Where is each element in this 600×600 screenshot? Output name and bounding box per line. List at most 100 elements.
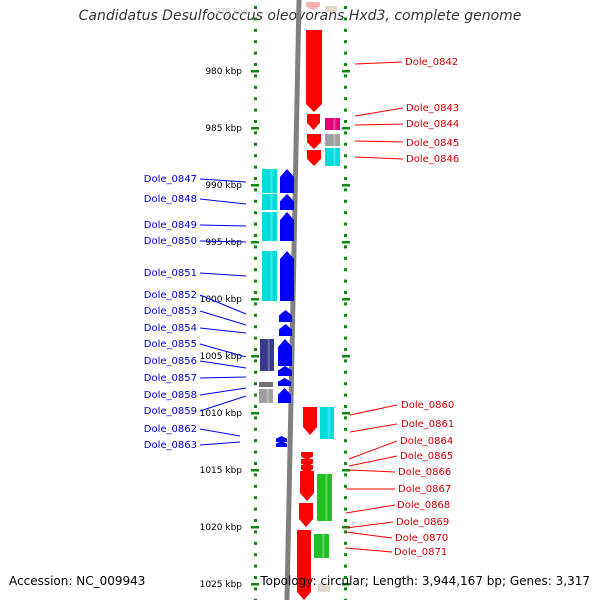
label-leader-red [345, 504, 396, 514]
gene-label-right: Dole_0867 [398, 484, 451, 495]
ring-dot-right [344, 17, 347, 21]
ring-dot-left [254, 268, 257, 272]
gene-labels: Dole_0842 Dole_0843 Dole_0844 Dole_0845 Dole… [144, 57, 459, 558]
label-leader-red [349, 404, 398, 416]
gene-label-left: Dole_0854 [144, 323, 197, 334]
ring-dot-right [344, 564, 347, 568]
scale-tick-label: 1010 kbp [200, 409, 243, 419]
gene-arrow-red [306, 30, 322, 112]
gene-arrow-red [300, 471, 314, 501]
major-tick-right [342, 412, 350, 415]
ring-dot-right [344, 291, 347, 294]
ring-dot-right [344, 120, 347, 123]
gene-box-grey [325, 134, 340, 146]
major-tick-right [342, 469, 350, 472]
ring-dot-left [254, 17, 257, 21]
ring-dot-left [254, 336, 257, 340]
label-leader-blue [199, 294, 247, 315]
ring-dot-right [344, 313, 347, 317]
gene-arrow-blue [278, 366, 292, 376]
ring-dot-left [254, 507, 257, 511]
gene-box-navy [260, 339, 274, 371]
ring-dot-right [344, 450, 347, 454]
ring-dot-left [254, 370, 257, 374]
major-tick-left [251, 127, 259, 130]
gene-box-cyan-shade [327, 407, 330, 439]
major-tick-left [251, 412, 259, 415]
ring-dot-left [254, 439, 257, 443]
label-leader-blue [199, 387, 247, 396]
gene-label-left: Dole_0855 [144, 339, 197, 350]
scale-tick-label: 995 kbp [205, 238, 242, 248]
gene-label-left: Dole_0859 [144, 406, 197, 417]
ring-dot-left [254, 530, 257, 534]
label-leader-blue [199, 240, 247, 243]
ring-dot-left [254, 541, 257, 545]
ring-dot-right [344, 245, 347, 249]
gene-label-left: Dole_0850 [144, 236, 197, 247]
ring-dot-right [344, 6, 347, 9]
gene-box-cyan-shade [270, 212, 273, 241]
ring-dot-right [344, 279, 347, 283]
ring-dot-right [344, 370, 347, 374]
gene-box-cyan [262, 169, 277, 193]
gene-label-right: Dole_0843 [406, 103, 459, 114]
major-tick-right [342, 526, 350, 529]
major-tick-right [342, 298, 350, 301]
major-tick-right [342, 184, 350, 187]
gene-box-cyan [325, 148, 340, 166]
gene-label-left: Dole_0853 [144, 306, 197, 317]
major-tick-left [251, 241, 259, 244]
ring-dot-left [254, 553, 257, 557]
ring-dot-left [254, 450, 257, 454]
gene-label-right: Dole_0845 [406, 138, 459, 149]
ring-dot-right [344, 439, 347, 443]
label-leader-blue [199, 272, 247, 277]
gene-arrow-blue [276, 436, 287, 442]
scale-ticks: 980 kbp 985 kbp 990 kbp 995 kbp 1000 kbp 1005… [200, 6, 350, 600]
ring-dot-left [254, 587, 257, 591]
ring-dot-right [344, 553, 347, 557]
ring-dot-right [344, 484, 347, 488]
ring-dot-left [254, 427, 257, 431]
ring-dot-right [344, 199, 347, 203]
label-leader-blue [199, 428, 241, 437]
gene-box-beige [325, 6, 337, 12]
ring-dot-left [254, 382, 257, 386]
label-leader-red [348, 455, 398, 467]
ring-dot-right [344, 74, 347, 78]
label-leader-blue [199, 395, 247, 412]
major-tick-right [342, 241, 350, 244]
ring-dot-right [344, 28, 347, 32]
ring-dot-left [254, 564, 257, 568]
label-leader-red [348, 440, 398, 460]
gene-label-right: Dole_0861 [401, 419, 454, 430]
gene-label-right: Dole_0865 [400, 451, 453, 462]
ring-dot-left [254, 97, 257, 101]
gene-label-right: Dole_0870 [395, 533, 448, 544]
gene-label-left: Dole_0856 [144, 356, 197, 367]
ring-dot-right [344, 473, 347, 477]
topology-summary: Topology: circular; Length: 3,944,167 bp… [260, 574, 590, 588]
gene-box-cyan [262, 194, 277, 210]
ring-dot-right [344, 462, 347, 465]
ring-dot-left [254, 120, 257, 123]
gene-label-left: Dole_0858 [144, 390, 197, 401]
gene-label-left: Dole_0857 [144, 373, 197, 384]
label-leader-red [354, 61, 403, 65]
ring-dot-left [254, 256, 257, 260]
ring-dot-left [254, 291, 257, 294]
label-leader-blue [199, 310, 247, 326]
gene-box-green-shade [325, 474, 328, 521]
scale-tick-label: 1005 kbp [200, 352, 243, 362]
label-leader-blue [199, 441, 241, 446]
label-leader-red [345, 521, 394, 529]
ring-dot-left [254, 519, 257, 522]
gene-arrow-blue [280, 169, 294, 193]
gene-arrow-blue [279, 310, 292, 322]
ring-dot-left [254, 74, 257, 78]
ring-dot-right [344, 393, 347, 397]
major-tick-left [251, 469, 259, 472]
label-leader-blue [199, 360, 247, 369]
gene-arrow-blue [278, 354, 292, 366]
